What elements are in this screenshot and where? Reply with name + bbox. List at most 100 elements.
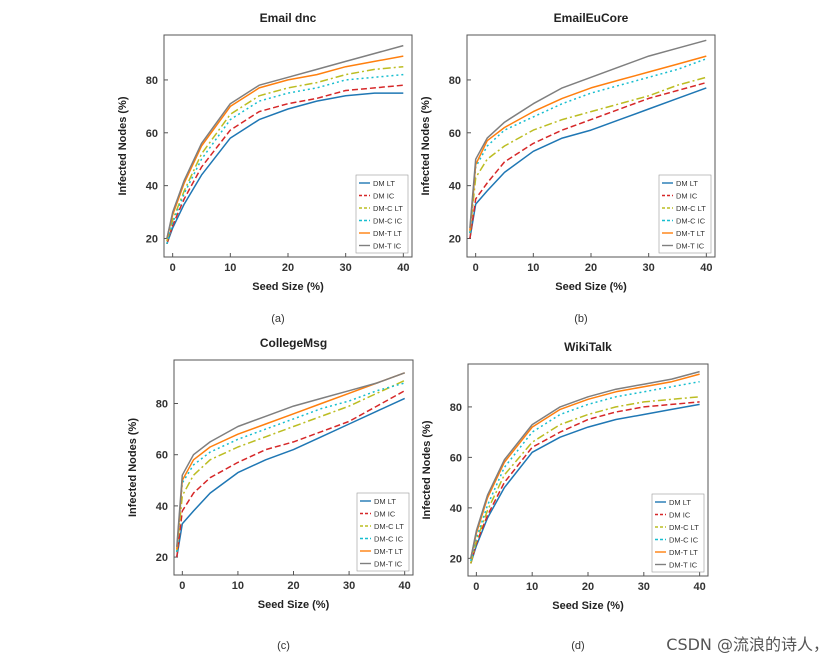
series-line-dm-c-lt: [166, 65, 404, 242]
legend-entry: DM-C IC: [676, 217, 706, 226]
chart-title: Email dnc: [260, 11, 317, 25]
chart-title: EmailEuCore: [554, 11, 629, 25]
series-line-dm-c-lt: [176, 379, 406, 553]
x-tick-label: 30: [343, 580, 355, 592]
chart-panel-1: EmailEuCore 0 10 20 30 40 20 40 60 80 Seed Size (%…: [420, 11, 716, 325]
legend-entry: DM IC: [676, 192, 698, 201]
legend: DM LT DM IC DM-C LT DM-C IC DM-T LT DM-T IC: [651, 493, 705, 573]
x-axis-label: Seed Size (%): [552, 600, 624, 612]
x-tick-label: 10: [224, 262, 236, 274]
series-line-dm-ic: [166, 84, 404, 245]
x-tick-label: 40: [399, 580, 411, 592]
series-line-dm-lt: [469, 87, 707, 239]
series-line-dm-lt: [166, 92, 404, 245]
legend-box: [651, 493, 705, 573]
legend-entry: DM-T LT: [373, 229, 402, 238]
y-axis-label: Infected Nodes (%): [117, 96, 129, 195]
legend-entry: DM-C IC: [374, 535, 404, 544]
y-tick-label: 20: [450, 553, 462, 565]
x-tick-label: 30: [638, 581, 650, 593]
legend-entry: DM IC: [374, 510, 396, 519]
x-tick-label: 0: [170, 262, 176, 274]
legend-entry: DM-T IC: [676, 242, 705, 251]
legend-entry: DM IC: [373, 192, 395, 201]
panel-label: (d): [571, 640, 584, 652]
chart-panel-0: Email dnc 0 10 20 30 40 20 40 60 80 Seed Size (%) I…: [117, 11, 413, 325]
legend-entry: DM-T LT: [669, 548, 698, 557]
series-line-dm-t-lt: [166, 55, 404, 239]
y-tick-label: 60: [449, 128, 461, 140]
x-tick-label: 10: [526, 581, 538, 593]
y-tick-label: 20: [449, 234, 461, 246]
y-tick-label: 80: [146, 75, 158, 87]
legend-box: [658, 174, 712, 254]
y-tick-label: 60: [146, 128, 158, 140]
y-axis-label: Infected Nodes (%): [420, 96, 432, 195]
y-tick-label: 80: [449, 75, 461, 87]
series-line-dm-t-ic: [166, 44, 404, 239]
legend-entry: DM-T IC: [374, 560, 403, 569]
x-tick-label: 0: [473, 581, 479, 593]
legend: DM LT DM IC DM-C LT DM-C IC DM-T LT DM-T IC: [356, 492, 410, 572]
legend-entry: DM-T IC: [669, 561, 698, 570]
series-line-dm-c-ic: [470, 380, 700, 562]
legend-entry: DM IC: [669, 511, 691, 520]
legend-entry: DM-T IC: [373, 242, 402, 251]
legend-box: [355, 174, 409, 254]
series-line-dm-t-ic: [176, 372, 405, 547]
series-line-dm-t-lt: [469, 55, 707, 231]
x-tick-label: 20: [585, 262, 597, 274]
legend-entry: DM-T LT: [374, 547, 403, 556]
x-tick-label: 20: [582, 581, 594, 593]
series-line-dm-lt: [470, 403, 700, 564]
y-axis-label: Infected Nodes (%): [127, 418, 139, 517]
series-line-dm-t-lt: [176, 372, 405, 550]
y-tick-label: 60: [450, 452, 462, 464]
y-tick-label: 40: [449, 181, 461, 193]
series-line-dm-ic: [469, 81, 707, 239]
chart-title: WikiTalk: [564, 340, 612, 354]
x-tick-label: 0: [473, 262, 479, 274]
series-line-dm-ic: [470, 401, 700, 564]
x-tick-label: 10: [527, 262, 539, 274]
x-axis-label: Seed Size (%): [258, 599, 330, 611]
y-tick-label: 40: [146, 181, 158, 193]
legend-entry: DM LT: [676, 179, 698, 188]
legend-entry: DM-C LT: [374, 522, 404, 531]
series-line-dm-t-ic: [469, 39, 707, 228]
x-tick-label: 10: [232, 580, 244, 592]
x-tick-label: 0: [179, 580, 185, 592]
series-line-dm-t-ic: [470, 370, 700, 559]
y-tick-label: 20: [156, 552, 168, 564]
legend-entry: DM LT: [374, 497, 396, 506]
x-tick-label: 30: [643, 262, 655, 274]
legend-entry: DM-C LT: [676, 204, 706, 213]
legend-entry: DM LT: [373, 179, 395, 188]
y-tick-label: 40: [156, 501, 168, 513]
series-line-dm-c-lt: [469, 76, 707, 234]
panel-label: (b): [574, 313, 587, 325]
y-tick-label: 80: [450, 402, 462, 414]
series-line-dm-lt: [176, 397, 406, 558]
x-tick-label: 30: [340, 262, 352, 274]
x-tick-label: 40: [397, 262, 409, 274]
legend-entry: DM-T LT: [676, 229, 705, 238]
chart-panel-3: WikiTalk 0 10 20 30 40 20 40 60 80 Seed Size (%) In…: [421, 340, 709, 652]
legend-box: [356, 492, 410, 572]
y-tick-label: 20: [146, 234, 158, 246]
watermark-text: CSDN @流浪的诗人，: [666, 635, 829, 654]
legend-entry: DM-C LT: [373, 204, 403, 213]
chart-panel-2: CollegeMsg 0 10 20 30 40 20 40 60 80 Seed Size (%)…: [127, 336, 414, 652]
x-axis-label: Seed Size (%): [555, 281, 627, 293]
x-tick-label: 40: [700, 262, 712, 274]
y-tick-label: 80: [156, 399, 168, 411]
series-line-dm-c-ic: [176, 382, 405, 553]
series-line-dm-c-lt: [470, 396, 700, 564]
legend-entry: DM-C IC: [373, 217, 403, 226]
y-tick-label: 60: [156, 450, 168, 462]
x-tick-label: 20: [287, 580, 299, 592]
x-tick-label: 20: [282, 262, 294, 274]
panel-label: (c): [277, 640, 290, 652]
series-line-dm-t-lt: [470, 373, 700, 559]
